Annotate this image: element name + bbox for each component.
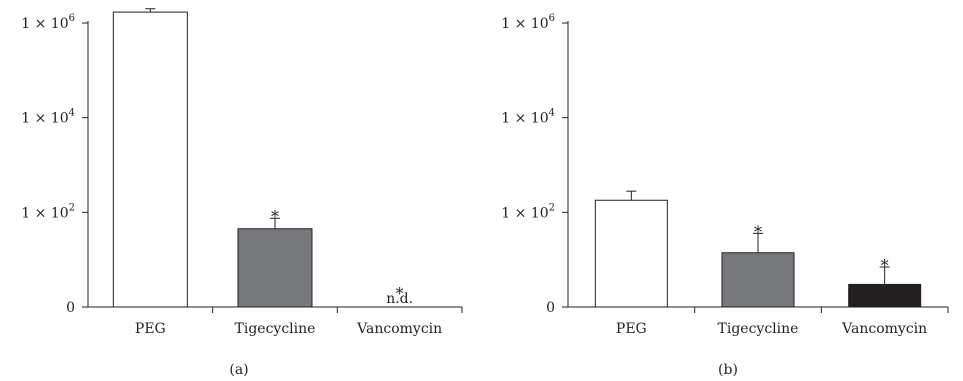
category-label: Vancomycin	[841, 321, 927, 337]
y-tick-label: 1 × 102	[501, 202, 555, 221]
bar	[237, 228, 313, 308]
bar	[721, 252, 795, 308]
y-tick-label: 1 × 102	[21, 202, 75, 221]
y-tick-label: 0	[546, 300, 555, 316]
y-tick-label: 1 × 104	[21, 108, 75, 127]
category-label: PEG	[616, 321, 647, 337]
bar	[112, 11, 188, 308]
bar	[848, 283, 922, 308]
y-tick-label: 1 × 106	[501, 13, 555, 32]
category-label: Tigecycline	[235, 321, 316, 337]
value-label: n.d.	[386, 291, 413, 307]
significance-star: *	[754, 222, 762, 241]
y-tick-label: 0	[66, 300, 75, 316]
significance-star: *	[271, 207, 279, 226]
category-label: Vancomycin	[356, 321, 442, 337]
y-tick-label: 1 × 106	[21, 13, 75, 32]
significance-star: *	[396, 284, 404, 303]
panel-label: (b)	[718, 362, 738, 378]
significance-star: *	[881, 256, 889, 275]
panel-label: (a)	[229, 362, 248, 378]
category-label: PEG	[135, 321, 166, 337]
y-tick-label: 1 × 104	[501, 108, 555, 127]
bar	[594, 199, 668, 308]
panel-a: 0 1 × 102 1 × 104 1 × 106 PEG * Tigecycline n.d…	[21, 8, 463, 378]
category-label: Tigecycline	[718, 321, 799, 337]
panel-b: 0 1 × 102 1 × 104 1 × 106 PEG * Tigecycline * Va…	[501, 13, 949, 378]
